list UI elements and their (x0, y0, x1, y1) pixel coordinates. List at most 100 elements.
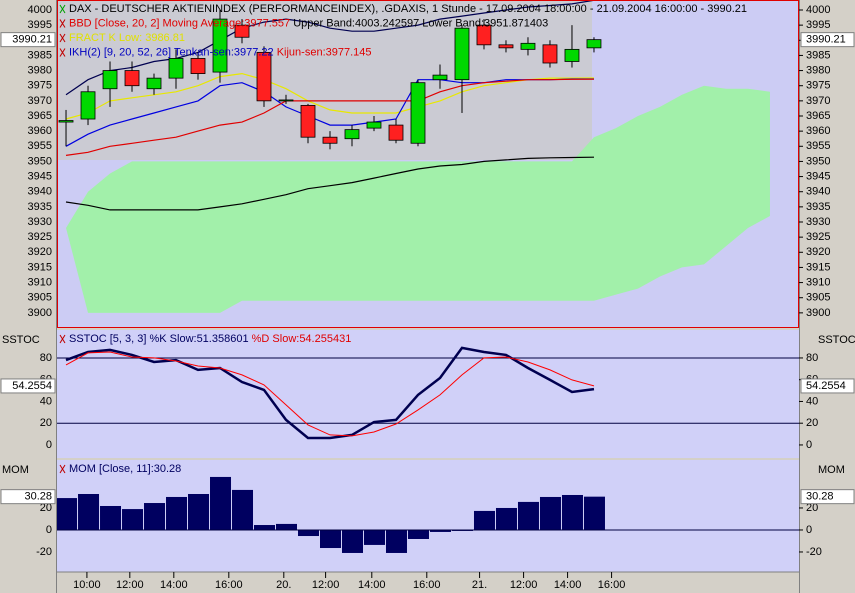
x-tick-label: 12:00 (510, 579, 538, 591)
left-tick-label: 3940 (28, 186, 52, 198)
candle-body (432, 74, 448, 81)
left-tick-label: 3970 (28, 95, 52, 107)
legend-segment: MOM [Close, 11]:30.28 (69, 463, 181, 475)
current-value-box (800, 489, 855, 505)
legend-segment: BBD [Close, 20, 2] Moving Average:3977.5… (69, 17, 290, 29)
x-tick-label: 14:00 (160, 579, 188, 591)
right-tick-label: 3910 (806, 276, 830, 288)
right-tick-label: 3970 (806, 95, 830, 107)
legend-text: FRACT K Low: 3986.81 (69, 32, 185, 44)
candle-body (454, 27, 470, 81)
bar (561, 494, 583, 530)
x-tick-label: 16:00 (598, 579, 626, 591)
right-tick-label: 3900 (806, 307, 830, 319)
bar (56, 498, 78, 530)
current-value-box (800, 378, 855, 394)
x-tick-label: 20. (276, 579, 291, 591)
left-tick-label: 3980 (28, 64, 52, 76)
series-line (65, 351, 595, 437)
left-tick-label: 3905 (28, 292, 52, 304)
bar (319, 529, 341, 549)
right-tick-label: 3930 (806, 216, 830, 228)
bar (407, 529, 429, 539)
right-tick-label: 3905 (806, 292, 830, 304)
right-tick-label: 0 (806, 439, 812, 451)
left-tick-label: -20 (36, 546, 52, 558)
candle-body (344, 129, 360, 140)
bar (297, 529, 319, 537)
plot-layer: DAX - DEUTSCHER AKTIENINDEX (PERFORMANCE… (56, 0, 799, 553)
bar (495, 507, 517, 530)
candle-body (80, 91, 96, 120)
x-tick-label: 16:00 (215, 579, 243, 591)
current-value-box (0, 32, 56, 48)
right-tick-label: 3950 (806, 155, 830, 167)
candle-body (388, 124, 404, 141)
left-tick-label: 3960 (28, 125, 52, 137)
candle-body (410, 82, 426, 144)
candle-body (300, 104, 316, 138)
overlay-line (65, 0, 595, 96)
candle-body (322, 136, 338, 144)
right-tick-label: 3935 (806, 201, 830, 213)
left-tick-label: 3900 (28, 307, 52, 319)
left-tick-label: 3915 (28, 261, 52, 273)
right-tick-label: 20 (806, 417, 818, 429)
panel-title-left: MOM (2, 464, 29, 476)
left-tick-label: 3975 (28, 80, 52, 92)
legend-icon (59, 464, 66, 474)
candle-body (278, 99, 294, 102)
left-tick-label: 4000 (28, 4, 52, 16)
ichimoku-cloud (66, 85, 770, 313)
candle-body (256, 51, 272, 102)
bar (583, 496, 605, 530)
panel-title-right: SSTOC (818, 334, 855, 346)
bar (78, 493, 100, 530)
current-value-box (0, 489, 56, 505)
legend-segment: FRACT K Low: 3986.81 (69, 32, 185, 44)
overlay-line (65, 156, 595, 211)
series-line (65, 346, 595, 440)
legend-segment: Upper Band:4003.242597 Lower Band:3951.8… (290, 17, 548, 29)
legend-icon (59, 4, 66, 14)
right-tick-label: 3945 (806, 170, 830, 182)
x-tick-label: 14:00 (554, 579, 582, 591)
candle-body (212, 18, 228, 73)
left-tick-label: 3930 (28, 216, 52, 228)
overlay-line (65, 72, 595, 120)
legend-icon (59, 48, 66, 57)
left-tick-label: 20 (40, 502, 52, 514)
bar (166, 496, 188, 530)
x-tick-label: 21. (472, 579, 487, 591)
overlay-line (65, 78, 595, 156)
legend-text: SSTOC [5, 3, 3] %K Slow:51.358601 %D Slo… (69, 333, 351, 345)
left-tick-label: 3910 (28, 276, 52, 288)
sstoc-panel (57, 330, 799, 458)
legend-text: MOM [Close, 11]:30.28 (69, 463, 181, 475)
candle-body (190, 58, 206, 74)
current-value-box (0, 378, 56, 394)
legend-text: BBD [Close, 20, 2] Moving Average:3977.5… (69, 17, 548, 29)
candle-body (564, 48, 580, 62)
bar (100, 505, 122, 530)
left-tick-label: 3945 (28, 170, 52, 182)
bar (188, 493, 210, 530)
left-tick-label: 40 (40, 395, 52, 407)
legend-segment: Kijun-sen:3977.145 (274, 46, 372, 58)
right-tick-label: 3985 (806, 49, 830, 61)
x-tick-label: 16:00 (413, 579, 441, 591)
left-tick-label: 3920 (28, 246, 52, 258)
left-tick-label: 3925 (28, 231, 52, 243)
current-value-left: 3990.21 (12, 34, 52, 46)
bar (539, 496, 561, 530)
right-tick-label: 4000 (806, 4, 830, 16)
left-tick-label: 80 (40, 352, 52, 364)
price-panel-border (57, 0, 799, 328)
bar (210, 476, 232, 530)
right-tick-label: 3925 (806, 231, 830, 243)
right-tick-label: 3955 (806, 140, 830, 152)
right-tick-label: 3920 (806, 246, 830, 258)
candle-body (58, 120, 74, 123)
candle-body (366, 121, 382, 129)
